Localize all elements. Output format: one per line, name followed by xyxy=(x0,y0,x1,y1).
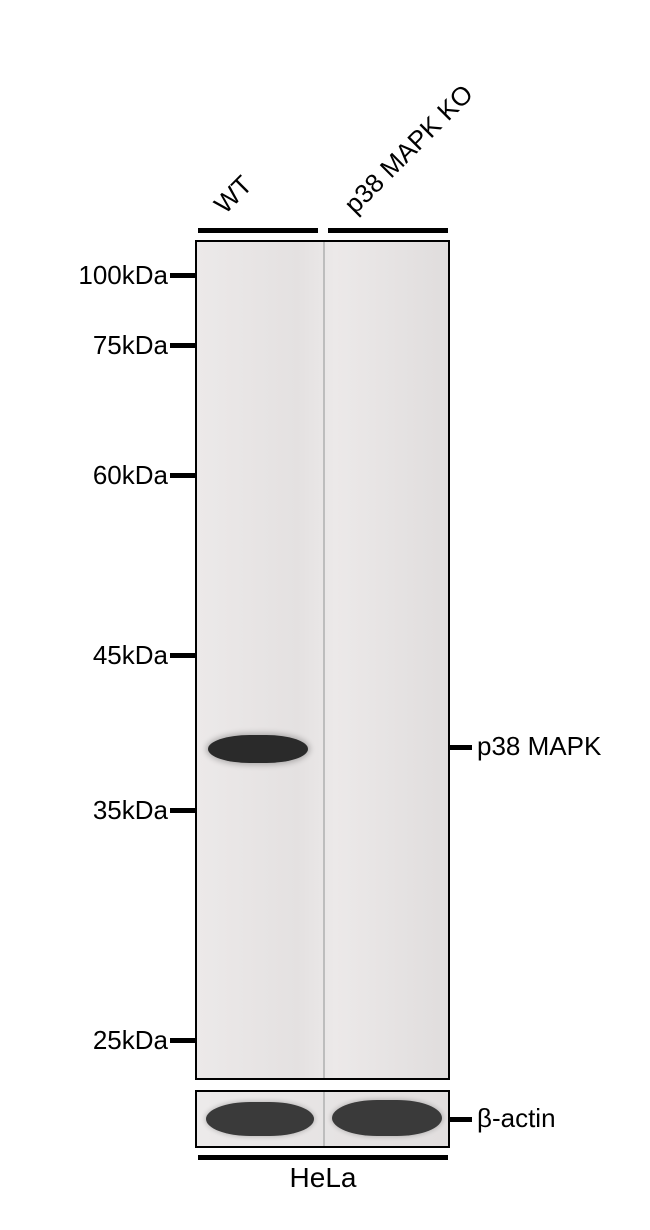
lane-divider xyxy=(323,242,325,1078)
marker-text: 35kDa xyxy=(93,795,168,825)
marker-text: 100kDa xyxy=(78,260,168,290)
lane-label-text: WT xyxy=(208,169,258,219)
target-text: β-actin xyxy=(477,1103,556,1133)
marker-tick xyxy=(170,808,195,813)
marker-label: 60kDa xyxy=(8,460,168,491)
target-text: p38 MAPK xyxy=(477,731,601,761)
marker-text: 25kDa xyxy=(93,1025,168,1055)
lane-label-wt: WT xyxy=(208,169,259,220)
marker-label: 25kDa xyxy=(8,1025,168,1056)
marker-label: 35kDa xyxy=(8,795,168,826)
target-label: β-actin xyxy=(477,1103,556,1134)
marker-tick xyxy=(170,653,195,658)
marker-tick xyxy=(170,343,195,348)
band-actin-wt xyxy=(206,1102,314,1136)
blot-main xyxy=(195,240,450,1080)
lane-bar-ko xyxy=(328,228,448,233)
band-actin-ko xyxy=(332,1100,442,1136)
marker-text: 75kDa xyxy=(93,330,168,360)
marker-tick xyxy=(170,273,195,278)
cell-line-label: HeLa xyxy=(198,1162,448,1194)
lane-label-ko: p38 MAPK KO xyxy=(338,79,479,220)
western-blot-figure: WT p38 MAPK KO 100kDa 75kDa 60kDa 45kDa 35kD… xyxy=(0,0,650,1230)
target-tick xyxy=(450,1117,472,1122)
marker-label: 75kDa xyxy=(8,330,168,361)
target-label: p38 MAPK xyxy=(477,731,601,762)
marker-tick xyxy=(170,1038,195,1043)
target-tick xyxy=(450,745,472,750)
lane-bar-wt xyxy=(198,228,318,233)
lane-divider xyxy=(323,1092,325,1146)
cell-line-bar xyxy=(198,1155,448,1160)
marker-tick xyxy=(170,473,195,478)
lane-label-text: p38 MAPK KO xyxy=(338,79,479,220)
band-p38-wt xyxy=(208,735,308,763)
marker-text: 60kDa xyxy=(93,460,168,490)
marker-label: 100kDa xyxy=(8,260,168,291)
marker-text: 45kDa xyxy=(93,640,168,670)
cell-line-text: HeLa xyxy=(290,1162,357,1193)
marker-label: 45kDa xyxy=(8,640,168,671)
